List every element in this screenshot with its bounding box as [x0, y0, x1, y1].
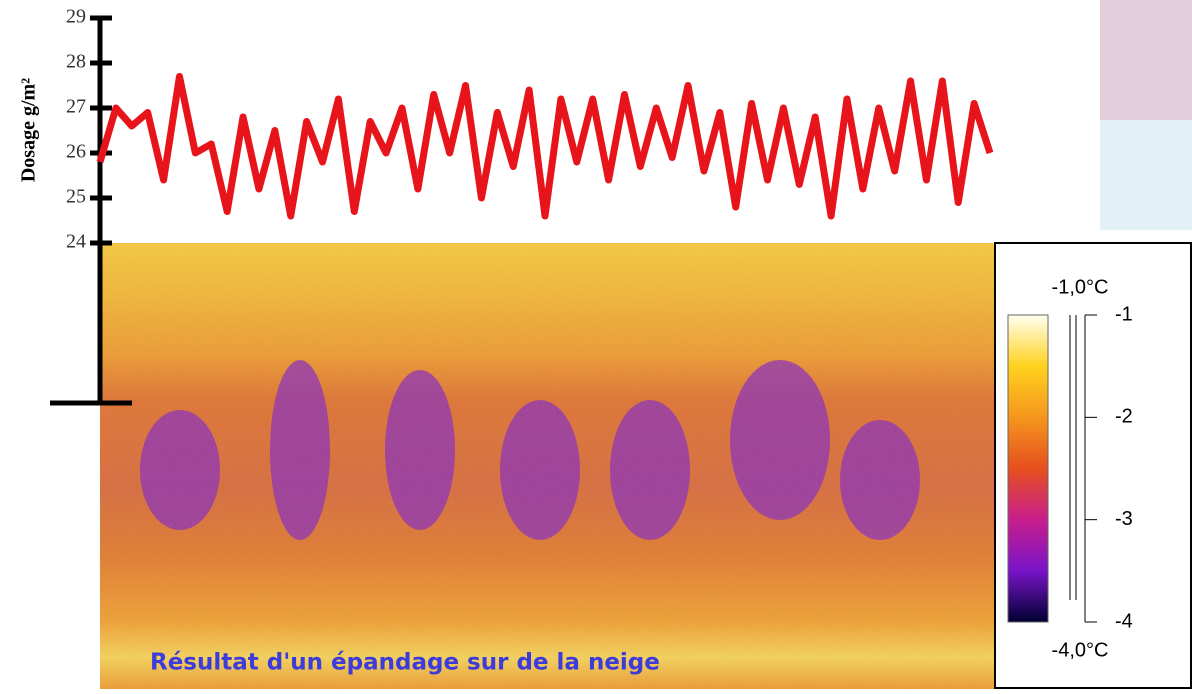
slide: -1,0°C -4,0°C Résultat d'un épandage sur…	[0, 0, 1192, 689]
decoration	[1100, 120, 1192, 230]
colorbar-max-label: -1,0°C	[1052, 276, 1109, 298]
colorbar-tick-label: -4	[1115, 610, 1133, 632]
colorbar-tick-label: -2	[1115, 406, 1133, 428]
caption: Résultat d'un épandage sur de la neige	[150, 650, 660, 676]
colorbar-tick-label: -1	[1115, 303, 1133, 325]
colorbar	[1008, 315, 1048, 622]
page: -1,0°C -4,0°C Résultat d'un épandage sur…	[0, 0, 1192, 689]
thermal-noise	[100, 243, 995, 689]
decoration	[1100, 0, 1192, 120]
data-line	[100, 77, 990, 217]
colorbar-min-label: -4,0°C	[1052, 639, 1109, 661]
y-axis-label: Dosage g/m²	[18, 78, 40, 182]
y-tick-label: 24	[66, 231, 86, 253]
y-tick-label: 28	[66, 51, 86, 73]
y-tick-label: 27	[66, 96, 86, 118]
colorbar-tick-label: -3	[1115, 508, 1133, 530]
y-tick-label: 29	[66, 6, 86, 28]
y-tick-label: 26	[66, 141, 86, 163]
y-tick-label: 25	[66, 186, 86, 208]
